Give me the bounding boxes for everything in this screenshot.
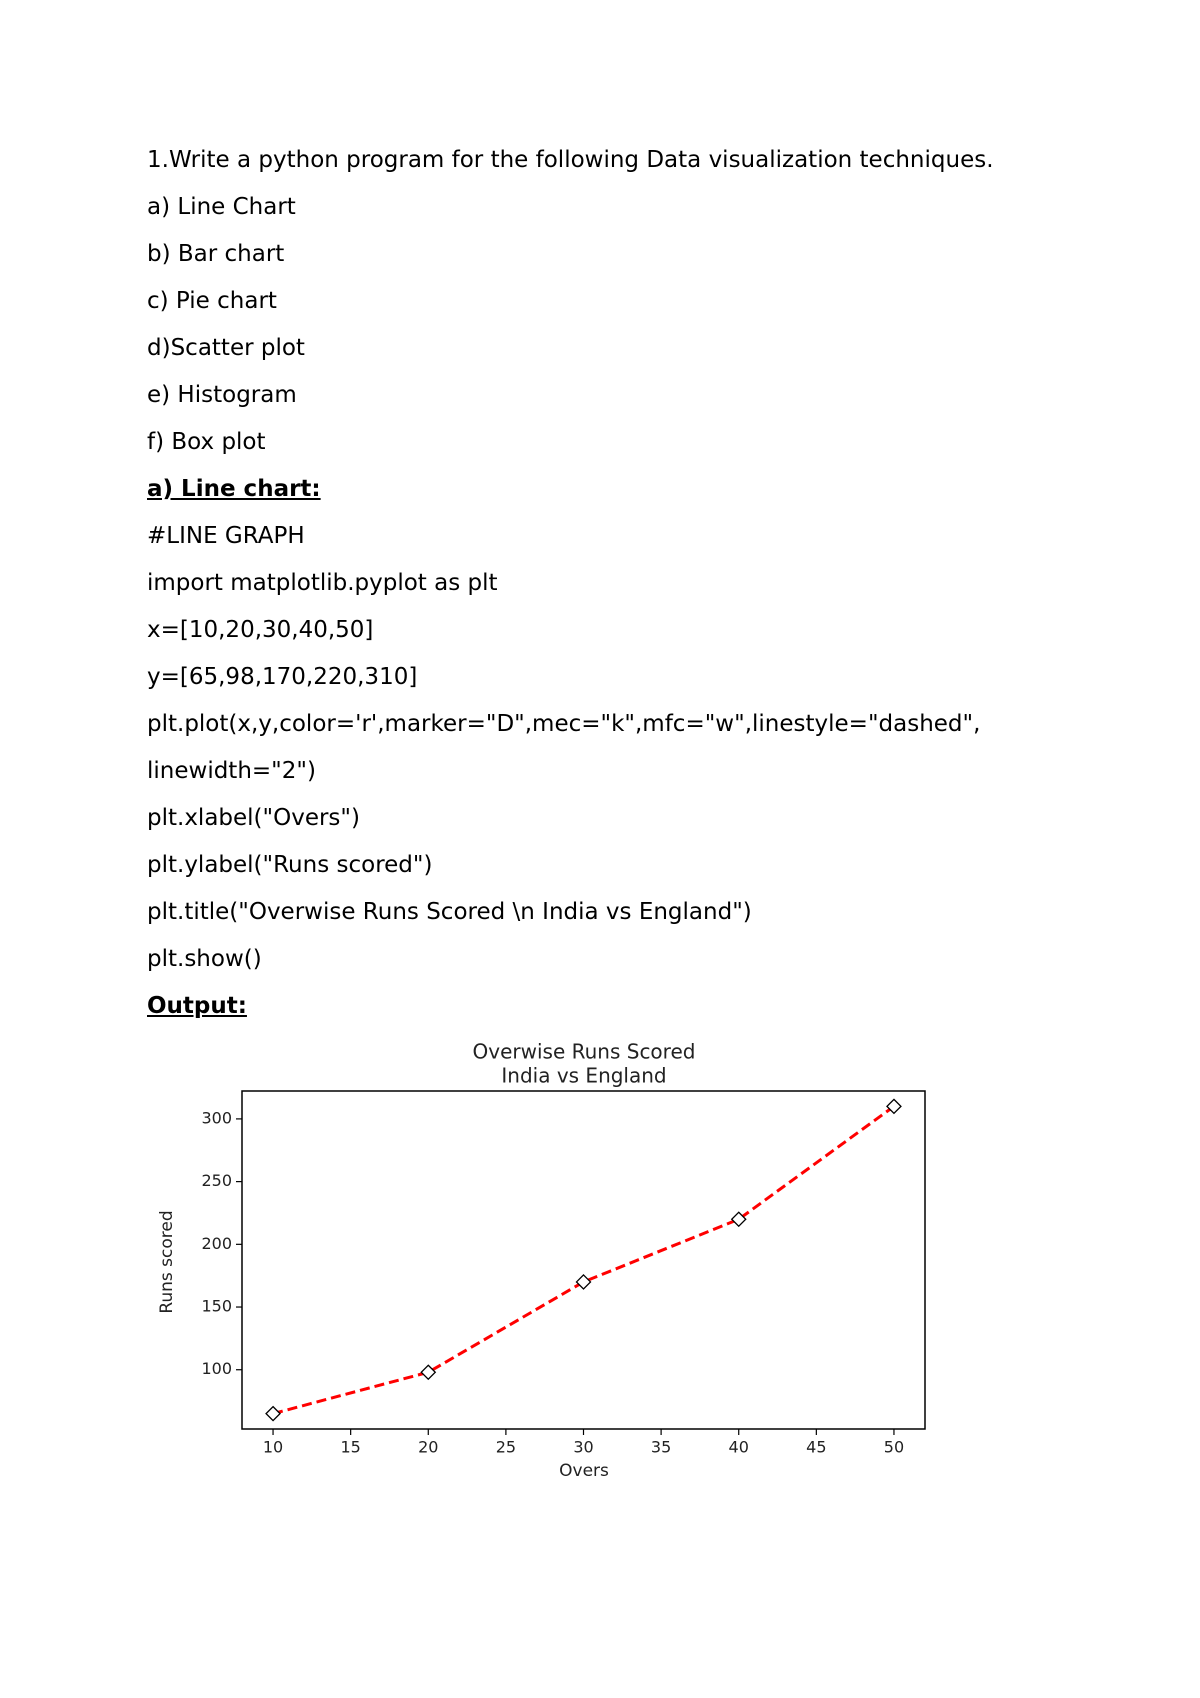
heading: a) Line chart: [147,476,321,502]
data-line [272,1105,895,1416]
x-tick-label: 15 [340,1438,360,1457]
y-axis-label: Runs scored [157,1210,177,1313]
text-line: 1.Write a python program for the followi… [147,147,994,173]
code-line: y=[65,98,170,220,310] [147,664,418,690]
x-tick-label: 40 [729,1438,749,1457]
data-marker [730,1211,747,1228]
code-line: linewidth="2") [147,758,316,784]
y-tick-label: 100 [201,1359,232,1378]
code-line: plt.plot(x,y,color='r',marker="D",mec="k… [147,711,981,737]
chart-subtitle: India vs England [501,1064,666,1088]
text-line: e) Histogram [147,382,297,408]
code-line: plt.title("Overwise Runs Scored \n India… [147,899,752,925]
text-line: b) Bar chart [147,241,285,267]
y-tick-label: 250 [201,1171,232,1190]
x-tick-label: 35 [651,1438,671,1457]
x-tick-label: 10 [263,1438,283,1457]
heading: Output: [147,993,247,1019]
code-line: plt.ylabel("Runs scored") [147,852,433,878]
x-tick-label: 50 [884,1438,904,1457]
code-line: x=[10,20,30,40,50] [147,617,374,643]
y-tick-label: 300 [201,1108,232,1127]
x-tick-label: 45 [806,1438,826,1457]
code-line: #LINE GRAPH [147,523,305,549]
code-line: plt.show() [147,946,262,972]
data-marker [575,1274,592,1290]
y-tick-label: 150 [201,1297,232,1316]
data-marker [886,1098,902,1115]
text-line: a) Line Chart [147,194,296,220]
data-marker [265,1405,281,1422]
code-line: plt.xlabel("Overs") [147,805,360,831]
x-tick-label: 25 [496,1438,516,1457]
chart-title: Overwise Runs Scored [473,1040,696,1064]
x-axis-label: Overs [559,1461,609,1481]
text-line: d)Scatter plot [147,335,305,361]
plot-frame [241,1090,926,1430]
x-tick-label: 30 [573,1438,593,1457]
text-line: c) Pie chart [147,288,277,314]
x-tick-label: 20 [418,1438,438,1457]
data-marker [420,1364,437,1381]
code-line: import matplotlib.pyplot as plt [147,570,498,596]
document: 1.Write a python program for the followi… [147,137,994,1030]
y-tick-label: 200 [201,1234,232,1253]
text-line: f) Box plot [147,429,266,455]
